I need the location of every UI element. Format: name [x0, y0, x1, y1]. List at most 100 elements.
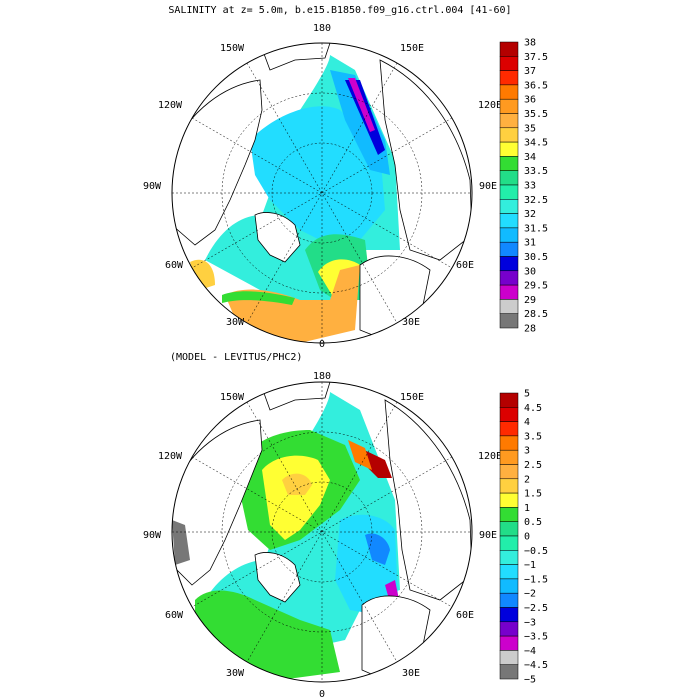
colorbar-tick-label: −4.5 [524, 660, 548, 671]
colorbar-swatch [499, 270, 519, 286]
lon-label-150e: 150E [400, 392, 424, 403]
colorbar-tick-label: 36.5 [524, 80, 548, 91]
colorbar-swatch [499, 170, 519, 186]
colorbar-tick-label: −1 [524, 560, 536, 571]
lon-label-120e: 120E [478, 451, 502, 462]
landmass-greenland [254, 212, 301, 263]
colorbar-swatch [499, 421, 519, 437]
colorbar-tick-label: 29.5 [524, 281, 548, 292]
landmass-siberia [379, 59, 472, 261]
colorbar-tick-label: −5 [524, 675, 536, 686]
colorbar-swatch [499, 550, 519, 565]
colorbar-tick-label: 35 [524, 123, 536, 134]
landmass-siberia [384, 399, 472, 601]
ocean-field-gold [190, 259, 215, 290]
colorbar-swatch [499, 464, 519, 480]
lon-label-90w: 90W [143, 530, 162, 541]
colorbar-swatch [499, 564, 519, 580]
colorbar-tick-label: 31 [524, 238, 536, 249]
lon-label-0: 0 [319, 339, 325, 350]
colorbar-tick-label: 33 [524, 181, 536, 192]
ocean-field-blue [330, 70, 390, 175]
colorbar-swatch [499, 521, 519, 537]
colorbar-tick-label: 32 [524, 209, 536, 220]
colorbar-tick-label: 32.5 [524, 195, 548, 206]
map-border [171, 42, 473, 344]
lon-label-120e: 120E [478, 100, 502, 111]
colorbar-tick-label: −2.5 [524, 603, 548, 614]
lon-label-90e: 90E [479, 181, 497, 192]
colorbar-swatch [499, 607, 519, 623]
colorbar-swatch [499, 435, 519, 451]
lon-label-90e: 90E [479, 530, 497, 541]
colorbar-swatch [499, 199, 519, 214]
colorbar-swatch [499, 127, 519, 143]
ocean-field-lime [222, 291, 295, 305]
colorbar-tick-label: 30 [524, 266, 536, 277]
lon-label-30w: 30W [226, 668, 245, 679]
colorbar-swatch [499, 313, 519, 329]
lon-label-0: 0 [319, 689, 325, 700]
lon-label-120w: 120W [158, 451, 183, 462]
colorbar-tick-label: 1.5 [524, 489, 542, 500]
colorbar-tick-label: −3 [524, 617, 536, 628]
colorbar-tick-label: 36 [524, 95, 536, 106]
ocean-field-dark-red [360, 448, 392, 478]
colorbar-swatch [499, 299, 519, 314]
colorbar-tick-label: 30.5 [524, 252, 548, 263]
colorbar-swatch [499, 392, 519, 408]
colorbar-tick-label: 2.5 [524, 460, 542, 471]
colorbar-tick-label: 34 [524, 152, 536, 163]
colorbar-swatch [499, 284, 519, 300]
colorbar-tick-label: −3.5 [524, 632, 548, 643]
colorbar-tick-label: 34.5 [524, 138, 548, 149]
colorbar-swatch [499, 635, 519, 651]
lon-label-30e: 30E [402, 668, 420, 679]
map-border [171, 381, 473, 683]
ocean-field-orange [348, 440, 372, 470]
colorbar-tick-label: 31.5 [524, 223, 548, 234]
panel-salinity: SALINITY at z= 5.0m, b.e15.B1850.f09_g16… [143, 5, 548, 350]
colorbar-tick-label: 4 [524, 417, 530, 428]
colorbar-swatch [499, 41, 519, 57]
colorbar-tick-label: 28 [524, 324, 536, 335]
graticule [172, 382, 472, 682]
colorbar-swatch [499, 449, 519, 465]
colorbar-swatch [499, 664, 519, 680]
colorbar-tick-label: −2 [524, 589, 536, 600]
colorbar-salinity: 38 37.5 37 36.5 36 35.5 35 34.5 34 33.5 33 32.5 32 31… [499, 38, 548, 335]
panel-title: (MODEL - LEVITUS/PHC2) [170, 352, 302, 363]
colorbar-swatch [499, 213, 519, 229]
lon-label-180: 180 [313, 23, 331, 34]
lon-label-90w: 90W [143, 181, 162, 192]
colorbar-swatch [499, 592, 519, 608]
colorbar-difference: 5 4.5 4 3.5 3 2.5 2 1.5 1 0.5 0 −0.5 −1 −1.5 −2 −2.5 −3 −… [499, 389, 548, 686]
colorbar-tick-label: −4 [524, 646, 536, 657]
colorbar-swatch [499, 84, 519, 100]
colorbar-tick-label: 33.5 [524, 166, 548, 177]
panel-difference: (MODEL - LEVITUS/PHC2) [143, 352, 548, 700]
colorbar-tick-label: 37 [524, 66, 536, 77]
lon-label-150w: 150W [220, 392, 245, 403]
colorbar-swatch [499, 98, 519, 114]
ocean-field-light-blue [250, 106, 385, 245]
lon-label-150e: 150E [400, 43, 424, 54]
ocean-field-purple [348, 78, 375, 132]
colorbar-swatch [499, 507, 519, 522]
longitude-labels: 180 150E 120E 90E 60E 30E 0 30W 60W 90W … [143, 23, 502, 350]
colorbar-tick-label: 4.5 [524, 403, 542, 414]
ocean-field-yellow [262, 455, 330, 540]
longitude-labels: 180 150E 120E 90E 60E 30E 0 30W 60W 90W … [143, 371, 502, 700]
lon-label-120w: 120W [158, 100, 183, 111]
colorbar-tick-label: 3 [524, 446, 530, 457]
land-masked-area [172, 520, 190, 565]
lon-label-60w: 60W [165, 610, 184, 621]
colorbar-swatch [499, 621, 519, 637]
colorbar-swatch [499, 56, 519, 71]
graticule [172, 43, 472, 343]
colorbar-tick-label: −1.5 [524, 574, 548, 585]
colorbar-swatch [499, 70, 519, 86]
colorbar-swatch [499, 578, 519, 594]
colorbar-swatch [499, 492, 519, 508]
colorbar-tick-label: 35.5 [524, 109, 548, 120]
